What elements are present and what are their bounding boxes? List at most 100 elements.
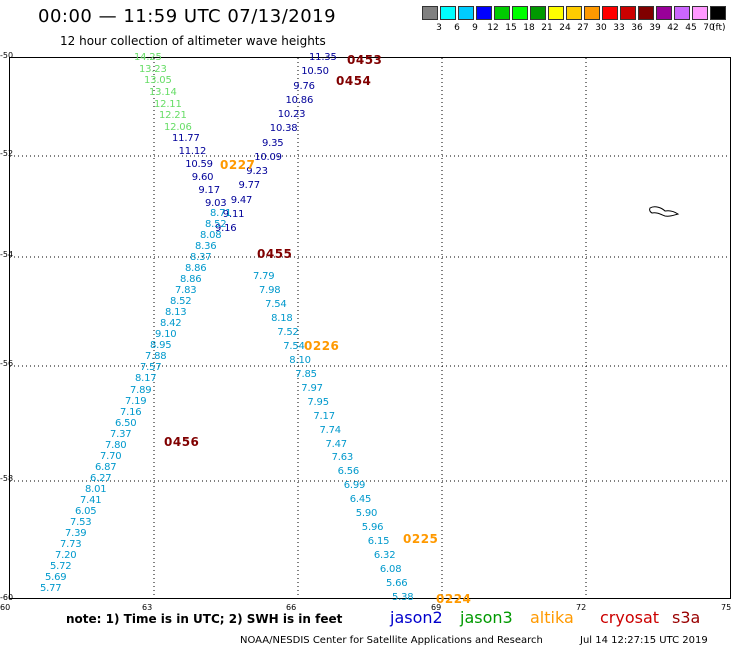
grid-lines	[10, 58, 732, 600]
wave-height-value: 5.69	[45, 572, 67, 583]
wave-height-value: 7.73	[60, 538, 82, 550]
legend-swatch	[458, 6, 474, 20]
wave-height-value: 13.23	[139, 63, 167, 75]
pass-time-label: 0455	[257, 247, 293, 261]
wave-height-value: 8.18	[271, 312, 293, 324]
pass-time-label: 0224	[436, 592, 472, 606]
satellite-jason3: jason3	[460, 608, 513, 627]
legend-label: 15	[505, 23, 517, 33]
wave-height-value: 5.72	[50, 560, 72, 572]
wave-height-value: 12.06	[164, 122, 192, 133]
latitude-tick: -60	[0, 593, 14, 602]
legend-swatch	[548, 6, 564, 20]
wave-height-value: 13.05	[144, 75, 172, 87]
pass-time-label: 0456	[164, 435, 200, 449]
wave-height-value: 8.17	[135, 373, 157, 385]
legend-swatch	[692, 6, 708, 20]
wave-height-value: 9.47	[230, 194, 253, 206]
map-title: 00:00 — 11:59 UTC 07/13/2019	[38, 6, 337, 27]
legend-swatch	[494, 6, 510, 20]
longitude-tick: 63	[142, 603, 153, 612]
wave-height-value: 9.76	[293, 80, 315, 92]
wave-height-value: 7.83	[175, 285, 197, 297]
wave-height-value: 7.57	[140, 362, 162, 374]
legend-label: 21	[541, 23, 553, 33]
wave-height-value: 7.97	[301, 382, 323, 394]
longitude-tick: 60	[0, 603, 11, 612]
wave-height-value: 6.32	[373, 550, 396, 562]
latitude-tick: -52	[0, 149, 14, 158]
wave-height-value: 6.50	[115, 417, 137, 429]
wave-height-value: 9.77	[238, 180, 261, 192]
island-outline	[649, 206, 680, 217]
wave-height-value: 11.77	[172, 133, 200, 144]
latitude-tick: -56	[0, 359, 14, 368]
wave-height-value: 5.90	[355, 508, 378, 520]
wave-height-value: 6.87	[95, 461, 117, 473]
legend-swatch	[440, 6, 456, 20]
pass-time-label: 0226	[304, 339, 340, 353]
wave-height-value: 7.47	[325, 438, 348, 450]
wave-height-value: 6.99	[343, 480, 366, 492]
satellite-altika: altika	[530, 608, 574, 627]
wave-height-value: 7.85	[295, 368, 317, 380]
legend-label: 24	[559, 23, 571, 33]
wave-height-value: 7.17	[313, 410, 335, 422]
wave-height-value: 14.25	[134, 52, 162, 63]
wave-height-value: 7.37	[110, 428, 132, 440]
wave-height-value: 13.14	[149, 87, 177, 98]
wave-height-value: 11.35	[309, 52, 337, 63]
wave-height-value: 10.23	[277, 109, 306, 120]
wave-height-value: 6.05	[75, 505, 97, 517]
legend-swatch	[584, 6, 600, 20]
pass-time-label: 0225	[403, 532, 439, 546]
legend-label: 70	[703, 23, 715, 33]
wave-height-value: 9.10	[155, 329, 177, 341]
wave-height-value: 8.13	[165, 307, 187, 319]
legend-swatch	[710, 6, 726, 20]
wave-height-value: 7.89	[130, 384, 152, 396]
wave-height-value: 10.38	[269, 123, 298, 135]
satellite-s3a: s3a	[672, 608, 701, 627]
wave-height-value: 8.36	[195, 241, 217, 253]
wave-height-value: 6.27	[90, 472, 112, 484]
legend-label: 36	[631, 23, 643, 33]
wave-height-value: 6.45	[349, 494, 372, 506]
map-plot-area: 14.25 13.23 13.05 13.14 12.11 12.21 12.06 11.77…	[9, 53, 732, 606]
wave-height-value: 10.59	[185, 159, 213, 170]
pass-time-label: 0454	[336, 74, 372, 88]
wave-height-value: 5.38	[392, 592, 414, 603]
wave-height-value: 8.71	[210, 208, 232, 219]
latitude-tick: -50	[0, 51, 14, 60]
wave-height-value: 6.15	[367, 536, 390, 548]
legend-swatch	[566, 6, 582, 20]
wave-height-value: 9.60	[191, 172, 214, 183]
wave-height-value: 8.86	[185, 263, 207, 275]
wave-height-value: 9.17	[198, 185, 220, 196]
wave-height-value: 9.16	[215, 223, 237, 234]
wave-height-value: 10.86	[285, 94, 314, 106]
legend-label: 18	[523, 23, 535, 33]
legend-swatch	[602, 6, 618, 20]
wave-height-value: 5.96	[361, 522, 384, 534]
legend-swatch	[656, 6, 672, 20]
wave-height-value: 7.41	[80, 494, 102, 506]
wave-height-value: 11.12	[178, 146, 207, 157]
latitude-tick: -58	[0, 474, 14, 483]
wave-height-value: 9.11	[222, 208, 245, 220]
pass-time-label: 0227	[220, 158, 256, 172]
wave-height-value: 8.08	[200, 230, 222, 242]
latitude-tick: -54	[0, 250, 14, 259]
wave-height-value: 12.21	[159, 110, 187, 122]
wave-height-value: 7.52	[277, 326, 299, 338]
wave-height-value: 10.50	[301, 66, 329, 78]
wave-height-value: 7.53	[70, 516, 92, 528]
wave-height-value: 12.11	[154, 98, 182, 110]
wave-height-value: 7.79	[253, 271, 275, 282]
legend-label: 27	[577, 23, 589, 33]
wave-height-value: 8.86	[180, 274, 202, 286]
wave-height-value: 7.80	[105, 439, 127, 451]
wave-height-value: 9.35	[262, 137, 284, 149]
satellite-jason2: jason2	[390, 608, 443, 627]
wave-height-value: 7.70	[100, 450, 122, 462]
